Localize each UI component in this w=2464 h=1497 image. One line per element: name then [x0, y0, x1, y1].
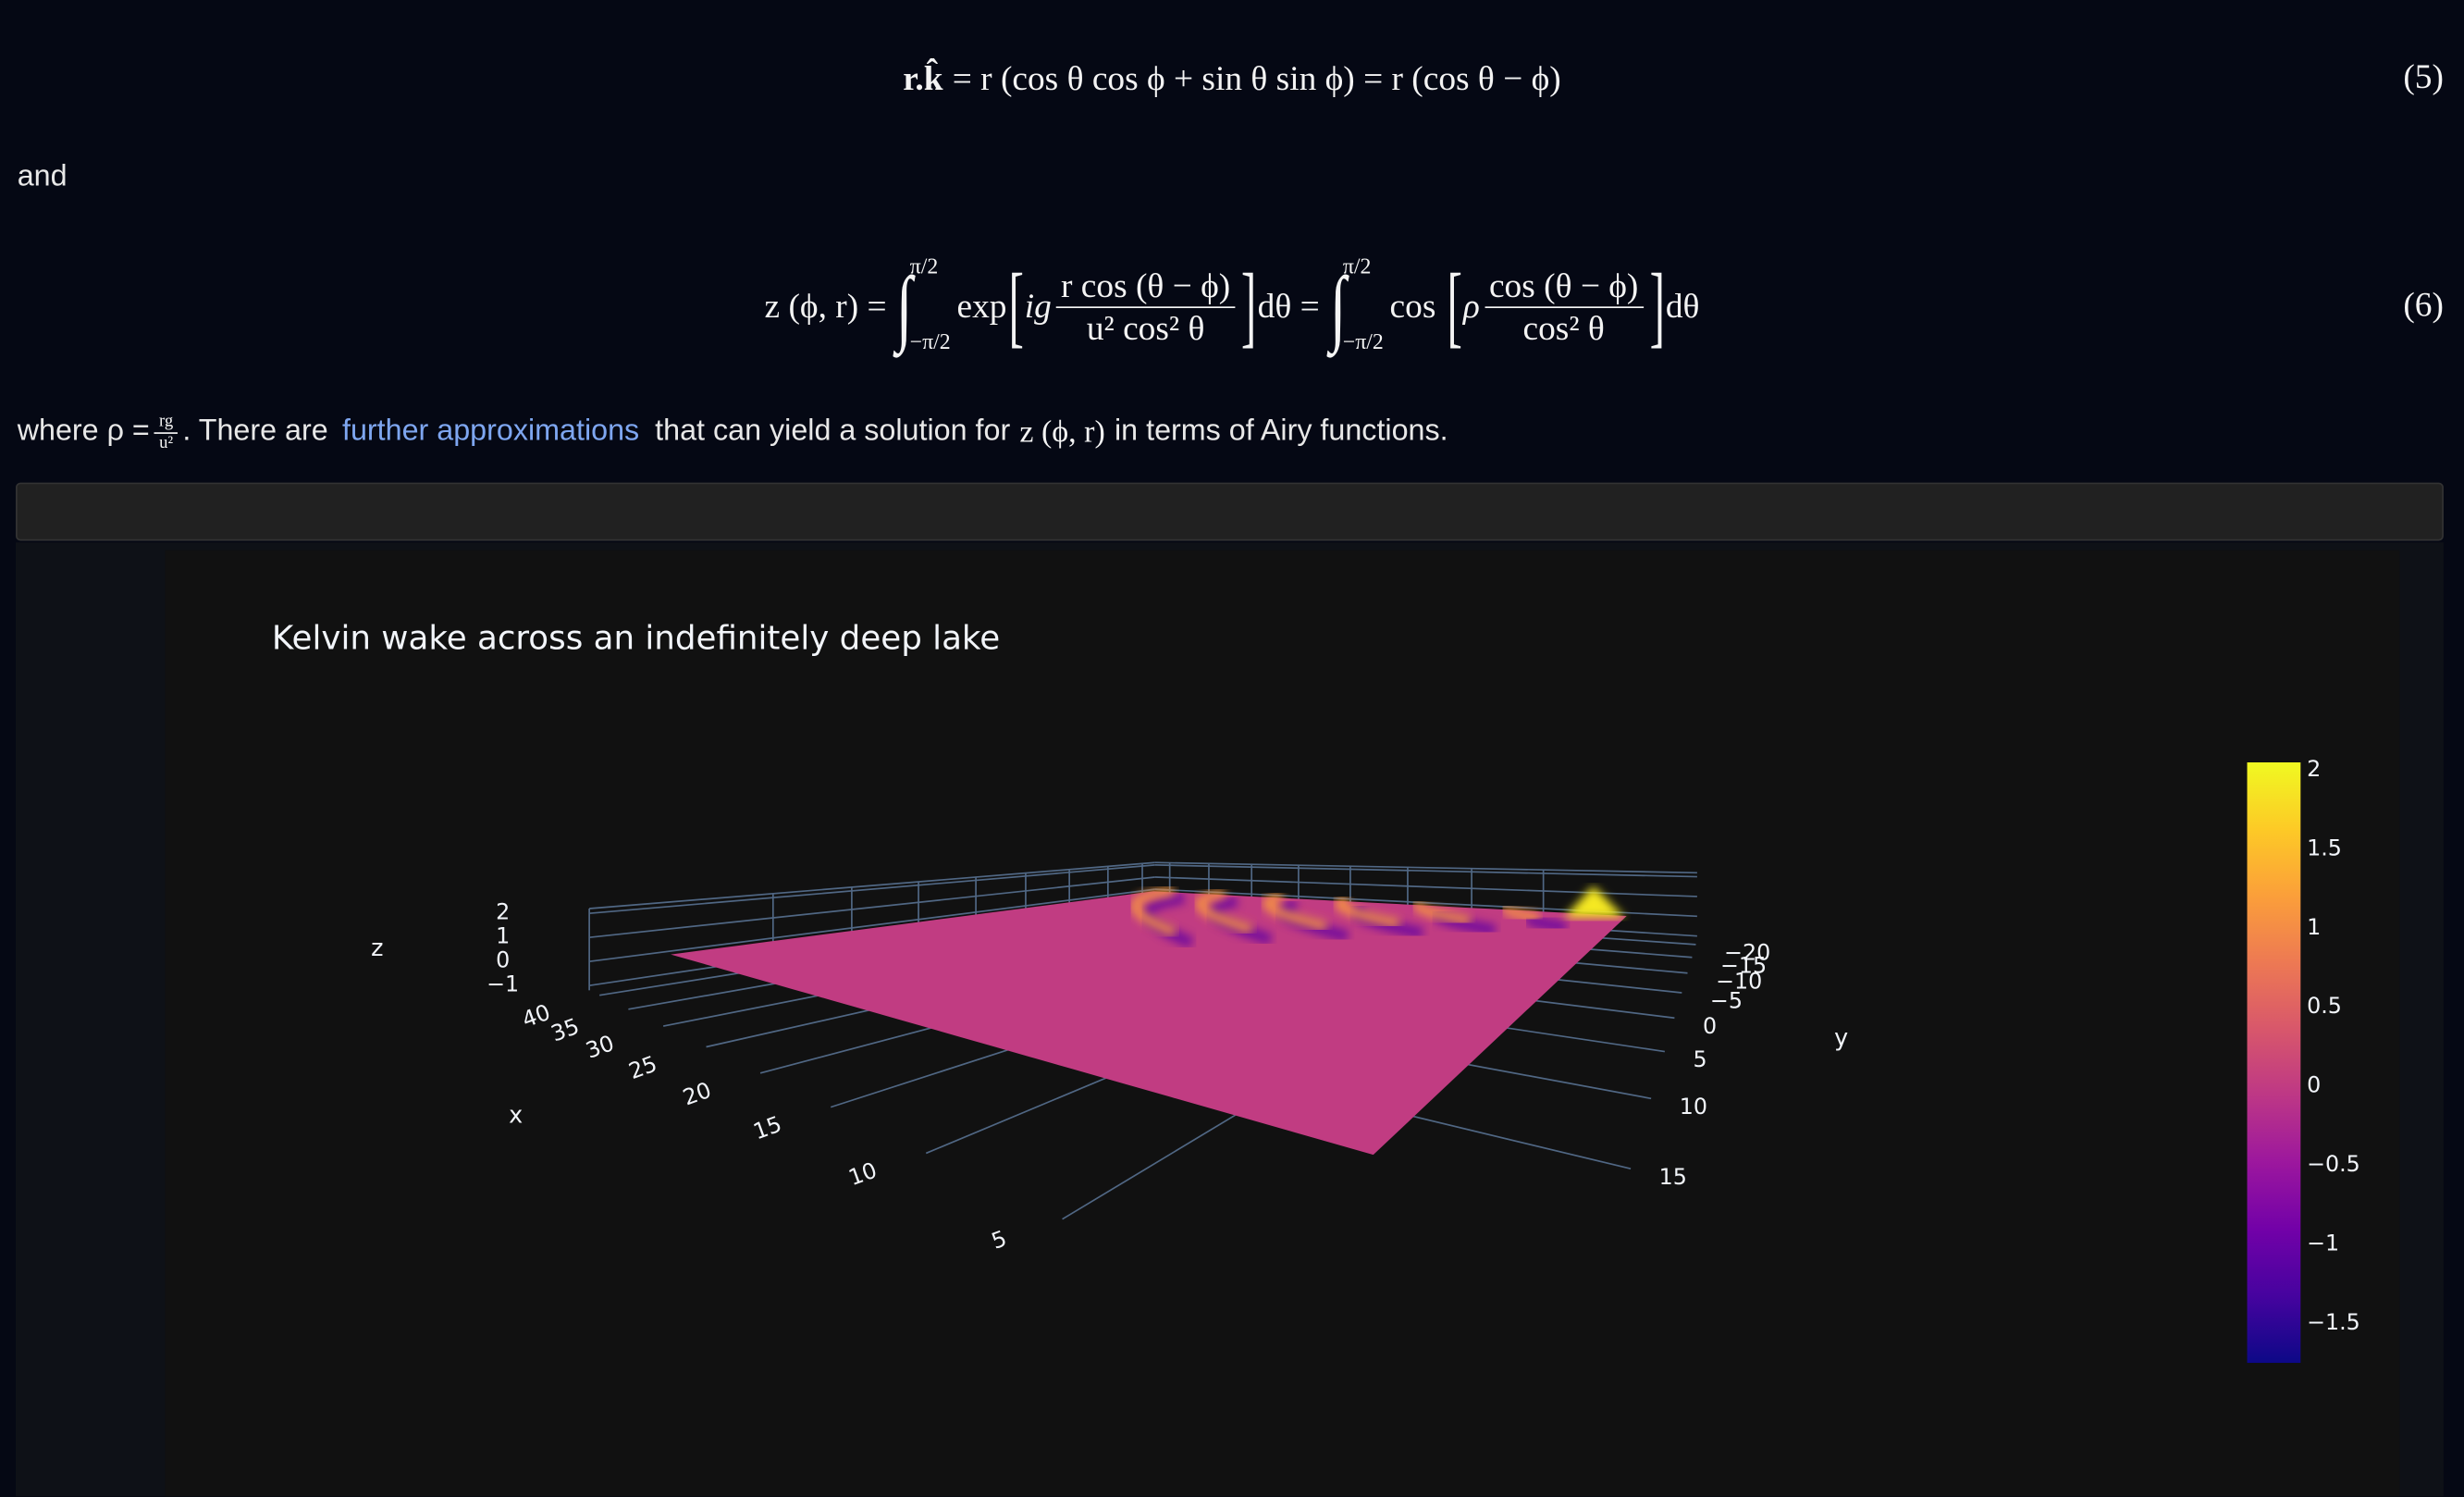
- equation-6: z (ϕ, r) = ∫ π/2 −π/2 exp [ ig r cos (θ − …: [0, 236, 2464, 377]
- numerator: rg: [154, 412, 179, 434]
- y-tick-label: 10: [1680, 1094, 1707, 1120]
- wake-crest: [1334, 895, 1400, 929]
- z-tick-label: 0: [496, 947, 510, 973]
- numerator: cos (θ − ϕ): [1484, 266, 1644, 308]
- surface-sheet: [671, 891, 1627, 1156]
- math: z (ϕ, r): [1019, 414, 1105, 450]
- wake-peak: [1563, 885, 1625, 918]
- eq-lhs: r.k̂: [903, 57, 943, 98]
- fraction: rg u²: [154, 412, 179, 453]
- integral: ∫ π/2 −π/2: [1325, 256, 1384, 357]
- integral-limits: π/2 −π/2: [910, 256, 951, 357]
- lower-limit: −π/2: [909, 331, 951, 355]
- paragraph: where ρ = rg u² . There are further appro…: [18, 412, 1448, 453]
- y-tick-label: −5: [1710, 988, 1743, 1014]
- y-tick-label: −20: [1724, 940, 1770, 966]
- z-tick-label: 2: [496, 899, 510, 925]
- colorbar-tick-label: 0.5: [2307, 993, 2342, 1019]
- numerator: r cos (θ − ϕ): [1055, 266, 1236, 308]
- colorbar-tick-label: 1: [2307, 914, 2321, 940]
- colorbar-tick-label: −0.5: [2307, 1151, 2360, 1177]
- eq-end: dθ: [1665, 286, 1700, 326]
- wake-crest: [1130, 885, 1177, 937]
- symbol: ig: [1024, 286, 1052, 326]
- denominator: u²: [159, 433, 174, 452]
- axis-edge: [589, 861, 1155, 909]
- colorbar-tick-label: 0: [2307, 1072, 2321, 1098]
- y-tick-label: 15: [1659, 1164, 1687, 1190]
- text: and: [17, 160, 68, 193]
- denominator: u² cos² θ: [1086, 307, 1205, 347]
- z-tick-label: 1: [496, 923, 510, 949]
- wake-crest: [1413, 898, 1472, 926]
- fraction: cos (θ − ϕ) cos² θ: [1484, 266, 1644, 347]
- grid-line: [589, 876, 1155, 939]
- y-tick-label: −10: [1716, 968, 1762, 994]
- bracket: [: [1446, 254, 1462, 357]
- y-axis-label: y: [1834, 1024, 1848, 1052]
- integral: ∫ π/2 −π/2: [893, 256, 951, 357]
- grid-line: [589, 888, 1155, 963]
- wake-crest: [1194, 888, 1253, 934]
- text: . There are: [182, 414, 328, 449]
- grid-line: [1154, 876, 1697, 897]
- colorbar-tick-label: −1.5: [2307, 1309, 2360, 1335]
- eq-rhs: = r (cos θ cos ϕ + sin θ sin ϕ) = r (cos…: [952, 57, 1561, 98]
- chart-title: Kelvin wake across an indefinitely deep …: [272, 619, 1000, 657]
- z-tick-label: −1: [487, 971, 519, 997]
- text: that can yield a solution for: [655, 414, 1011, 449]
- symbol: ρ: [1462, 286, 1480, 326]
- wake-crest: [1501, 903, 1540, 923]
- equation-number: (6): [2403, 284, 2444, 324]
- upper-limit: π/2: [1342, 255, 1372, 280]
- chart: Kelvin wake across an indefinitely deep …: [15, 542, 2444, 1497]
- function: cos: [1389, 286, 1436, 326]
- eq-mid: dθ =: [1257, 286, 1320, 326]
- axis-edge: [1154, 861, 1697, 874]
- grid-line: [1154, 864, 1697, 878]
- colorbar-tick-label: 1.5: [2307, 835, 2342, 860]
- equation-number: (5): [2403, 56, 2444, 96]
- bracket: [: [1007, 254, 1024, 357]
- colorbar-tick-label: 2: [2307, 756, 2321, 782]
- colorbar-tick-label: −1: [2307, 1230, 2339, 1256]
- z-axis-label: z: [371, 934, 383, 962]
- eq-lhs: z (ϕ, r) =: [764, 286, 887, 326]
- code-cell: [15, 482, 2444, 541]
- text: in terms of Airy functions.: [1115, 414, 1448, 449]
- bracket: ]: [1240, 254, 1257, 357]
- scene: [588, 861, 1697, 1220]
- bracket: ]: [1649, 254, 1665, 357]
- text: where ρ =: [17, 414, 150, 449]
- x-axis-label: x: [509, 1102, 523, 1130]
- integral-sign: ∫: [1329, 259, 1346, 354]
- y-tick-label: −15: [1720, 952, 1767, 978]
- grid-line: [589, 864, 1155, 915]
- link[interactable]: further approximations: [342, 414, 640, 449]
- integral-sign: ∫: [896, 259, 913, 354]
- equation-5: r.k̂ = r (cos θ cos ϕ + sin θ sin ϕ) = r…: [0, 50, 2464, 106]
- integral-limits: π/2 −π/2: [1343, 256, 1384, 357]
- upper-limit: π/2: [909, 255, 939, 280]
- wake-crest: [1263, 891, 1328, 932]
- surface: [671, 885, 1627, 1156]
- lower-limit: −π/2: [1342, 331, 1384, 355]
- function: exp: [956, 286, 1007, 326]
- y-tick-label: 5: [1693, 1046, 1706, 1072]
- colorbar: [2247, 762, 2301, 1364]
- denominator: cos² θ: [1522, 307, 1605, 347]
- y-tick-label: 0: [1703, 1013, 1717, 1039]
- fraction: r cos (θ − ϕ) u² cos² θ: [1055, 266, 1236, 347]
